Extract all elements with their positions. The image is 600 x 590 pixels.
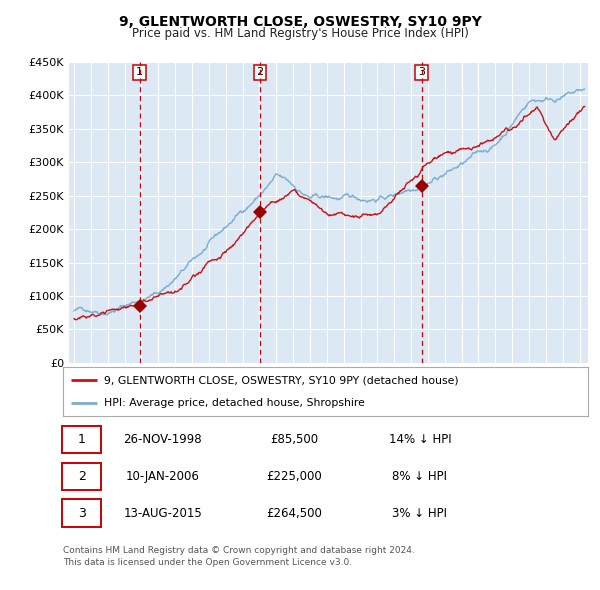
Text: £225,000: £225,000	[266, 470, 322, 483]
Text: 10-JAN-2006: 10-JAN-2006	[126, 470, 200, 483]
FancyBboxPatch shape	[62, 499, 101, 527]
FancyBboxPatch shape	[62, 463, 101, 490]
Text: 1: 1	[136, 67, 143, 77]
FancyBboxPatch shape	[62, 426, 101, 454]
Text: 2: 2	[78, 470, 86, 483]
Text: 8% ↓ HPI: 8% ↓ HPI	[392, 470, 448, 483]
Text: 14% ↓ HPI: 14% ↓ HPI	[389, 433, 451, 446]
Text: 2: 2	[256, 67, 263, 77]
Text: 3: 3	[418, 67, 425, 77]
Text: £85,500: £85,500	[270, 433, 318, 446]
Text: 26-NOV-1998: 26-NOV-1998	[124, 433, 202, 446]
Text: 1: 1	[78, 433, 86, 446]
Text: 13-AUG-2015: 13-AUG-2015	[124, 507, 202, 520]
Text: 3: 3	[78, 507, 86, 520]
Text: Contains HM Land Registry data © Crown copyright and database right 2024.
This d: Contains HM Land Registry data © Crown c…	[63, 546, 415, 566]
Text: Price paid vs. HM Land Registry's House Price Index (HPI): Price paid vs. HM Land Registry's House …	[131, 27, 469, 40]
Text: HPI: Average price, detached house, Shropshire: HPI: Average price, detached house, Shro…	[104, 398, 365, 408]
Text: 3% ↓ HPI: 3% ↓ HPI	[392, 507, 448, 520]
Text: 9, GLENTWORTH CLOSE, OSWESTRY, SY10 9PY: 9, GLENTWORTH CLOSE, OSWESTRY, SY10 9PY	[119, 15, 481, 29]
Text: 9, GLENTWORTH CLOSE, OSWESTRY, SY10 9PY (detached house): 9, GLENTWORTH CLOSE, OSWESTRY, SY10 9PY …	[104, 375, 458, 385]
Text: £264,500: £264,500	[266, 507, 322, 520]
